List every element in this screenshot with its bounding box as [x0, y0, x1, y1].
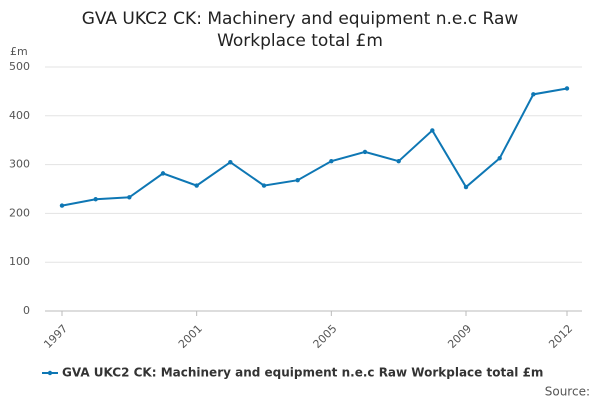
point	[295, 178, 300, 183]
y-tick-label: 500	[9, 60, 30, 73]
x-tick-label: 2012	[546, 322, 575, 351]
point	[564, 86, 570, 91]
point	[396, 158, 401, 164]
y-tick-label: 200	[9, 206, 30, 219]
x-tick-label: 2005	[311, 322, 340, 351]
point	[362, 149, 368, 155]
point	[194, 183, 199, 188]
point	[127, 195, 132, 200]
point	[497, 156, 502, 161]
point	[93, 197, 98, 202]
point	[430, 128, 435, 133]
y-unit: £m	[10, 45, 28, 58]
point	[59, 203, 65, 208]
chart-title: GVA UKC2 CK: Machinery and equipment n.e…	[81, 9, 519, 51]
point	[463, 184, 469, 190]
point	[228, 159, 233, 165]
x-tick-label: 2009	[445, 322, 474, 351]
legend-marker	[47, 370, 53, 376]
point	[160, 171, 166, 176]
point	[261, 183, 267, 188]
source: Source:	[545, 385, 590, 399]
point	[531, 92, 536, 97]
y-tick-label: 0	[23, 304, 30, 317]
x-tick-label: 2001	[176, 322, 205, 351]
y-tick-label: 100	[9, 255, 30, 268]
series-line	[61, 87, 568, 207]
y-tick-label: 400	[9, 109, 30, 122]
point	[329, 158, 334, 164]
legend-label: GVA UKC2 CK: Machinery and equipment n.e…	[62, 366, 543, 380]
y-tick-label: 300	[9, 158, 30, 171]
x-tick-label: 1997	[41, 322, 70, 351]
